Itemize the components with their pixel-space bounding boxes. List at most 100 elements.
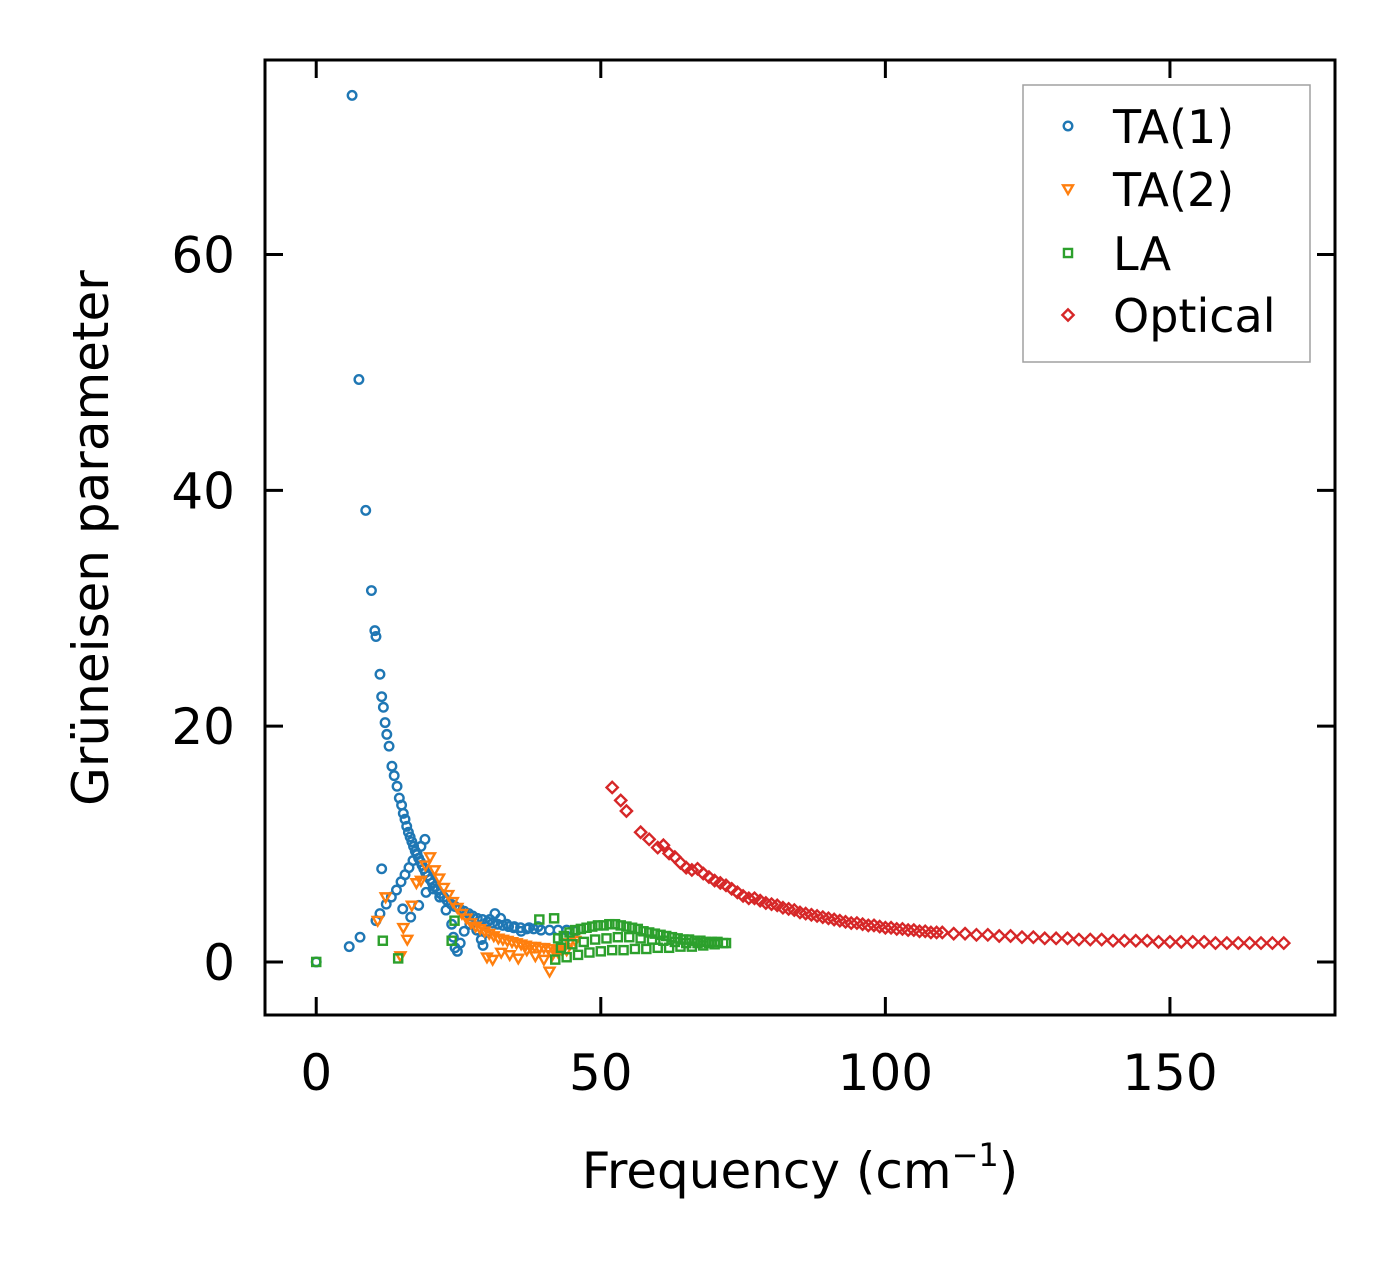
- point-ta2: [536, 954, 551, 967]
- point-ta1: [405, 911, 417, 923]
- point-la: [575, 923, 587, 935]
- legend-marker-ta2: [1060, 184, 1076, 197]
- point-ta2: [542, 966, 557, 979]
- legend-label-ta1: TA(1): [1112, 100, 1234, 154]
- point-la: [649, 928, 661, 939]
- y-tick-label: 60: [171, 227, 235, 285]
- point-optical: [923, 925, 939, 940]
- point-optical: [991, 928, 1007, 944]
- point-ta2: [528, 951, 543, 964]
- point-la: [601, 933, 612, 944]
- point-optical: [1151, 934, 1166, 950]
- legend-box: [1022, 84, 1311, 363]
- point-ta2: [551, 947, 566, 960]
- x-axis-label-close: ): [999, 1142, 1019, 1200]
- series-optical: [604, 780, 1292, 951]
- point-la: [572, 949, 584, 961]
- point-optical: [1026, 929, 1041, 945]
- point-la: [703, 937, 715, 949]
- point-ta2: [519, 945, 534, 958]
- point-ta1: [458, 925, 470, 937]
- point-ta1: [401, 820, 413, 832]
- point-la: [635, 933, 646, 944]
- point-ta1: [353, 374, 365, 385]
- x-axis-label: Frequency (cm−1): [582, 1136, 1019, 1200]
- legend-label-ta2: TA(2): [1112, 163, 1234, 217]
- point-ta2: [441, 889, 456, 903]
- point-la: [618, 944, 629, 956]
- legend-marker-la: [1062, 247, 1074, 259]
- point-optical: [1003, 928, 1018, 944]
- point-la: [658, 935, 669, 946]
- point-la: [449, 915, 460, 926]
- point-ta2: [494, 947, 509, 960]
- point-la: [377, 935, 389, 946]
- point-ta2: [378, 892, 393, 905]
- point-ta2: [502, 949, 517, 963]
- point-ta1: [434, 891, 446, 903]
- point-optical: [1014, 929, 1030, 945]
- point-optical: [724, 881, 740, 897]
- point-la: [615, 920, 626, 931]
- point-optical: [1276, 935, 1292, 951]
- point-ta1: [397, 903, 409, 915]
- point-la: [555, 942, 567, 954]
- point-la: [626, 922, 638, 934]
- point-la: [550, 954, 561, 965]
- point-optical: [969, 927, 984, 943]
- point-optical: [695, 866, 711, 881]
- point-ta1: [376, 691, 388, 703]
- legend-markers: [1060, 120, 1076, 323]
- point-ta1: [391, 780, 403, 792]
- point-la: [606, 944, 618, 956]
- point-optical: [730, 885, 745, 900]
- point-ta1: [379, 717, 391, 729]
- point-optical: [1094, 932, 1109, 947]
- point-ta1: [343, 941, 355, 953]
- point-ta2: [370, 915, 385, 929]
- x-axis-label-superscript: −1: [952, 1136, 999, 1174]
- point-la: [392, 953, 404, 964]
- point-la: [564, 927, 575, 938]
- point-la: [578, 936, 589, 948]
- point-la: [680, 937, 692, 949]
- point-ta2: [400, 934, 415, 947]
- point-la: [592, 920, 604, 931]
- point-optical: [1048, 931, 1064, 946]
- legend-label-optical: Optical: [1113, 289, 1275, 343]
- point-la: [697, 940, 709, 951]
- point-ta1: [377, 701, 389, 713]
- point-ta1: [354, 931, 366, 943]
- point-optical: [1174, 934, 1189, 950]
- point-la: [561, 951, 572, 963]
- point-ta1: [390, 884, 402, 896]
- point-la: [569, 924, 581, 936]
- point-optical: [1071, 932, 1087, 947]
- point-optical: [718, 877, 734, 893]
- point-ta1: [397, 807, 409, 819]
- point-ta1: [440, 904, 452, 916]
- point-ta2: [432, 873, 447, 886]
- point-ta2: [511, 953, 526, 966]
- point-la: [632, 923, 644, 935]
- point-ta2: [418, 860, 433, 873]
- point-la: [612, 931, 624, 943]
- point-optical: [701, 869, 717, 885]
- point-la: [652, 942, 663, 954]
- point-ta2: [477, 926, 492, 939]
- point-ta1: [376, 863, 388, 875]
- point-optical: [1117, 933, 1132, 949]
- point-optical: [1242, 935, 1257, 951]
- point-la: [589, 934, 601, 945]
- point-optical: [957, 926, 973, 941]
- point-optical: [1037, 931, 1053, 946]
- point-ta2: [482, 928, 497, 942]
- point-optical: [1208, 935, 1223, 951]
- point-optical: [929, 925, 944, 940]
- point-optical: [860, 918, 876, 933]
- point-optical: [1230, 935, 1246, 951]
- point-la: [548, 913, 560, 924]
- point-la: [609, 918, 621, 930]
- point-optical: [1185, 934, 1201, 950]
- plot-frame: [263, 58, 1337, 1017]
